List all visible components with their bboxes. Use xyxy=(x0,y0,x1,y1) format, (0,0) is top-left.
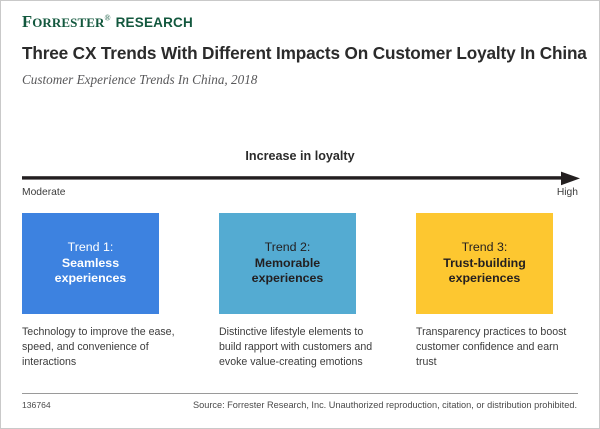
right-arrow-icon xyxy=(22,171,580,187)
trend-column-1: Trend 1: Seamless experiences Technology… xyxy=(22,213,175,370)
registered-trademark-icon: ® xyxy=(104,13,111,23)
trend-title-1-line1: Seamless xyxy=(61,255,120,270)
trend-title-2-line1: Memorable xyxy=(254,255,321,270)
trend-box-1: Trend 1: Seamless experiences xyxy=(22,213,159,314)
trend-columns: Trend 1: Seamless experiences Technology… xyxy=(22,213,566,370)
trend-box-2: Trend 2: Memorable experiences xyxy=(219,213,356,314)
footer-divider xyxy=(22,393,578,394)
axis-label-high: High xyxy=(556,187,578,198)
trend-label-2: Trend 2: xyxy=(264,239,311,254)
trend-label-3: Trend 3: xyxy=(461,239,508,254)
trend-column-3: Trend 3: Trust-building experiences Tran… xyxy=(416,213,566,370)
page-subtitle: Customer Experience Trends In China, 201… xyxy=(22,72,258,87)
trend-title-3-line1: Trust-building xyxy=(443,255,526,270)
trend-title-2-line2: experiences xyxy=(251,271,324,286)
trend-title-1-line2: experiences xyxy=(54,271,127,286)
trend-description-2: Distinctive lifestyle elements to build … xyxy=(219,326,373,369)
page-title: Three CX Trends With Different Impacts O… xyxy=(22,43,587,63)
trend-title-3-line2: experiences xyxy=(448,271,521,286)
trend-box-3: Trend 3: Trust-building experiences xyxy=(416,213,553,314)
trend-description-1: Technology to improve the ease, speed, a… xyxy=(22,326,175,369)
document-id: 136764 xyxy=(22,400,51,410)
source-note: Source: Forrester Research, Inc. Unautho… xyxy=(192,400,577,410)
brand-forrester-initial: F xyxy=(22,12,33,31)
forrester-research-logo: FORRESTER® RESEARCH xyxy=(22,12,193,32)
trend-label-1: Trend 1: xyxy=(67,239,114,254)
axis-caption: Increase in loyalty xyxy=(245,149,355,163)
brand-forrester-smallcaps: ORRESTER xyxy=(32,15,105,30)
axis-label-moderate: Moderate xyxy=(22,187,66,198)
brand-forrester-wordmark: FORRESTER xyxy=(22,12,105,31)
brand-research-wordmark: RESEARCH xyxy=(115,15,193,30)
trend-description-3: Transparency practices to boost customer… xyxy=(416,326,567,369)
trend-column-2: Trend 2: Memorable experiences Distincti… xyxy=(219,213,372,370)
